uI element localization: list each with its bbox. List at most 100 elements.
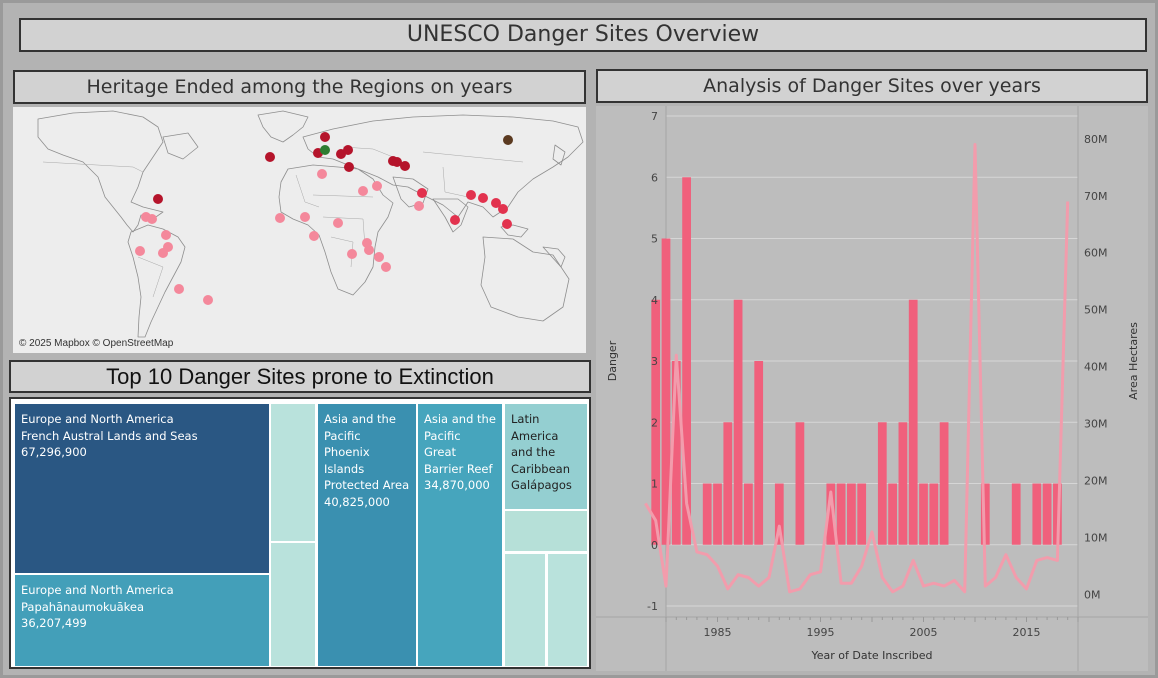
- tile-site: Galápagos: [511, 478, 572, 492]
- map-point[interactable]: [466, 190, 476, 200]
- danger-bar[interactable]: [774, 483, 784, 545]
- danger-bar[interactable]: [908, 299, 918, 545]
- map-point[interactable]: [344, 162, 354, 172]
- x-tick-label: 1995: [807, 626, 835, 639]
- danger-bar[interactable]: [744, 483, 753, 545]
- y-axis-label: Danger: [606, 340, 619, 381]
- map-point[interactable]: [317, 169, 327, 179]
- map-point[interactable]: [158, 248, 168, 258]
- treemap-tile[interactable]: [548, 554, 587, 666]
- danger-bar[interactable]: [847, 483, 856, 545]
- y-axis-ticks: -1 0 1 2 3 4 5 6 7: [647, 110, 658, 613]
- y2-tick-label: 20M: [1084, 475, 1108, 488]
- danger-bar[interactable]: [651, 299, 661, 545]
- map-point[interactable]: [333, 218, 343, 228]
- map-point[interactable]: [358, 186, 368, 196]
- map-point[interactable]: [498, 204, 508, 214]
- danger-bar[interactable]: [1032, 483, 1042, 545]
- danger-bar[interactable]: [898, 422, 908, 545]
- map-point[interactable]: [347, 249, 357, 259]
- map-point[interactable]: [414, 201, 424, 211]
- treemap-tile[interactable]: Asia and the Pacific Phoenix Islands Pro…: [318, 404, 416, 666]
- y2-axis-ticks: 0M 10M 20M 30M 40M 50M 60M 70M 80M: [1084, 133, 1108, 602]
- map-point[interactable]: [491, 198, 501, 208]
- map-point[interactable]: [153, 194, 163, 204]
- danger-bar[interactable]: [754, 361, 764, 545]
- map-point[interactable]: [374, 252, 384, 262]
- treemap-tile[interactable]: Latin America and the Caribbean Galápago…: [505, 404, 587, 509]
- map-point[interactable]: [174, 284, 184, 294]
- map-point[interactable]: [503, 135, 513, 145]
- map-point[interactable]: [417, 188, 427, 198]
- tile-value: 40,825,000: [324, 494, 390, 509]
- map-point[interactable]: [300, 212, 310, 222]
- tile-region: Asia and the Pacific: [324, 412, 396, 443]
- danger-bar[interactable]: [733, 299, 743, 545]
- danger-bar[interactable]: [857, 483, 867, 545]
- danger-bar[interactable]: [723, 422, 733, 545]
- tile-region: Europe and North America: [21, 412, 174, 426]
- map-point[interactable]: [364, 245, 374, 255]
- map-point[interactable]: [265, 152, 275, 162]
- danger-bar[interactable]: [826, 483, 836, 545]
- map-point[interactable]: [147, 214, 157, 224]
- map-point[interactable]: [502, 219, 512, 229]
- treemap-tile[interactable]: [505, 554, 545, 666]
- y2-tick-label: 80M: [1084, 133, 1108, 146]
- land-outline: [37, 110, 584, 338]
- map-point[interactable]: [478, 193, 488, 203]
- map-point[interactable]: [450, 215, 460, 225]
- tile-value: 36,207,499: [21, 616, 87, 630]
- map-point[interactable]: [372, 181, 382, 191]
- treemap-tile[interactable]: [505, 511, 587, 551]
- treemap-title: Top 10 Danger Sites prone to Extinction: [9, 360, 591, 393]
- map-point[interactable]: [275, 213, 285, 223]
- danger-bar[interactable]: [929, 483, 939, 545]
- danger-bar[interactable]: [836, 483, 846, 545]
- treemap-tile[interactable]: Asia and the Pacific Great Barrier Reef …: [418, 404, 502, 666]
- danger-bar[interactable]: [795, 422, 805, 545]
- danger-bar[interactable]: [888, 483, 897, 545]
- danger-bar[interactable]: [1011, 483, 1021, 545]
- danger-bar[interactable]: [671, 361, 681, 545]
- world-map[interactable]: © 2025 Mapbox © OpenStreetMap: [13, 107, 586, 353]
- danger-bar[interactable]: [661, 238, 671, 545]
- map-point[interactable]: [381, 262, 391, 272]
- map-point[interactable]: [392, 157, 402, 167]
- map-title: Heritage Ended among the Regions on year…: [13, 70, 586, 104]
- danger-bar[interactable]: [939, 422, 949, 545]
- treemap-tile[interactable]: [271, 404, 315, 541]
- y2-tick-label: 10M: [1084, 532, 1108, 545]
- danger-bar[interactable]: [713, 483, 722, 545]
- map-point[interactable]: [203, 295, 213, 305]
- map-point[interactable]: [135, 246, 145, 256]
- danger-bar[interactable]: [702, 483, 712, 545]
- bars-layer: [651, 177, 1062, 545]
- y-tick-label: 7: [651, 110, 658, 123]
- map-point[interactable]: [161, 230, 171, 240]
- y-tick-label: 6: [651, 171, 658, 184]
- treemap-tile[interactable]: [271, 543, 315, 666]
- chart-canvas: -1 0 1 2 3 4 5 6 7 0M 10M 20M 30M 40M 50M 60M 70M 80M 19…: [596, 106, 1148, 671]
- danger-chart: -1 0 1 2 3 4 5 6 7 0M 10M 20M 30M 40M 50M 60M 70M 80M 19…: [596, 106, 1148, 671]
- map-point[interactable]: [343, 145, 353, 155]
- y2-tick-label: 40M: [1084, 361, 1108, 374]
- treemap-tile[interactable]: Europe and North America Papahānaumokuāk…: [15, 575, 269, 666]
- danger-bar[interactable]: [877, 422, 887, 545]
- map-credit[interactable]: © 2025 Mapbox © OpenStreetMap: [19, 338, 174, 349]
- treemap-tile[interactable]: Europe and North America French Austral …: [15, 404, 269, 573]
- map-point[interactable]: [309, 231, 319, 241]
- danger-bar[interactable]: [1042, 483, 1052, 545]
- tile-site: Phoenix Islands Protected Area: [324, 445, 410, 492]
- danger-bar[interactable]: [919, 483, 928, 545]
- danger-bar[interactable]: [980, 483, 990, 545]
- x-axis-ticks: 1985 1995 2005 2015: [665, 617, 1079, 639]
- area-hectares-line[interactable]: [644, 143, 1070, 594]
- danger-bar[interactable]: [682, 177, 691, 545]
- map-point[interactable]: [400, 161, 410, 171]
- map-point[interactable]: [320, 132, 330, 142]
- tile-site: Great Barrier Reef: [424, 445, 493, 476]
- chart-title: Analysis of Danger Sites over years: [596, 69, 1148, 103]
- map-point[interactable]: [320, 145, 330, 155]
- y2-tick-label: 0M: [1084, 589, 1101, 602]
